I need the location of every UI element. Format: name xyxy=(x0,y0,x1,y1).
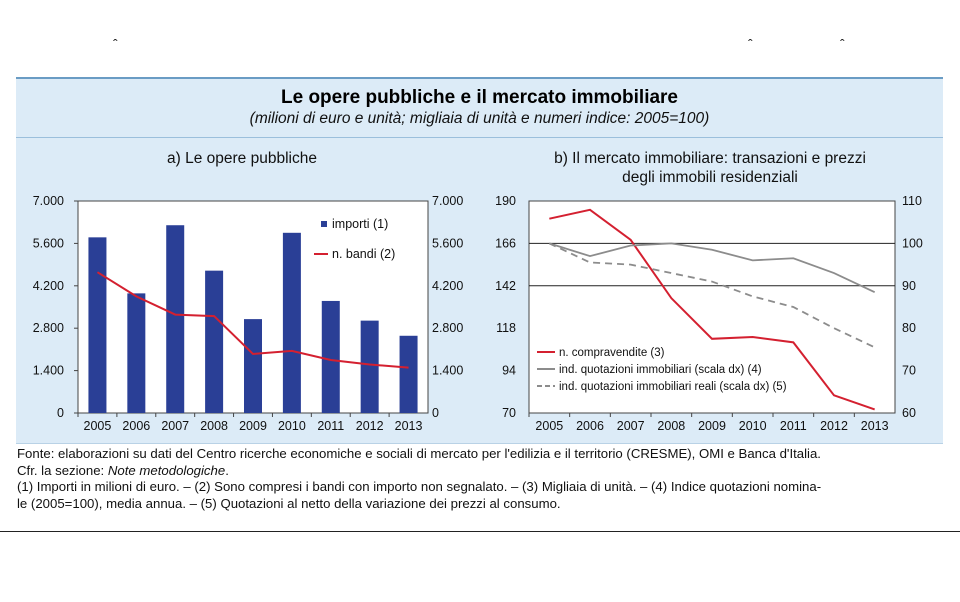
x-tick-label: 2008 xyxy=(200,419,228,433)
legend-label: n. bandi (2) xyxy=(332,247,395,261)
x-tick-label: 2011 xyxy=(317,419,344,433)
y2-tick-label: 5.600 xyxy=(432,236,463,250)
bar-importi xyxy=(360,320,379,413)
source-note: Fonte: elaborazioni su dati del Centro r… xyxy=(17,446,821,461)
y2-tick-label: 4.200 xyxy=(432,279,463,293)
figure-panel: Le opere pubbliche e il mercato immobili… xyxy=(16,77,943,444)
figure-subtitle: (milioni di euro e unità; migliaia di un… xyxy=(249,110,710,127)
x-tick-label: 2009 xyxy=(239,419,267,433)
line-bandi xyxy=(96,271,409,369)
y-tick-label: 0 xyxy=(57,406,64,420)
x-tick-label: 2006 xyxy=(122,419,150,433)
bar-importi xyxy=(205,270,224,413)
chart-a-title: a) Le opere pubbliche xyxy=(167,150,317,167)
x-tick-label: 2007 xyxy=(161,419,189,433)
bar-importi xyxy=(399,335,418,413)
y-tick-label: 7.000 xyxy=(33,194,64,208)
x-tick-label: 2010 xyxy=(278,419,306,433)
bottom-rule xyxy=(0,531,960,532)
reference-note: Cfr. la sezione: Note metodologiche. xyxy=(17,462,229,478)
methodology-link-text: Note metodologiche xyxy=(107,462,226,478)
footnotes: Fonte: elaborazioni su dati del Centro r… xyxy=(17,446,947,512)
title-band: Le opere pubbliche e il mercato immobili… xyxy=(16,79,943,138)
chart-public-works: a) Le opere pubbliche 0 1.400 2.800 4.200 5.… xyxy=(33,150,464,433)
y-tick-label: 2.800 xyxy=(33,321,64,335)
y2-tick-label: 2.800 xyxy=(432,321,463,335)
legend-label: importi (1) xyxy=(332,217,388,231)
x-tick-label: 2005 xyxy=(84,419,112,433)
figure-title: Le opere pubbliche e il mercato immobili… xyxy=(281,87,678,108)
bar-importi xyxy=(88,237,107,413)
y-tick-label: 1.400 xyxy=(33,364,64,378)
y2-tick-label: 1.400 xyxy=(432,364,463,378)
y2-tick-label: 0 xyxy=(432,406,439,420)
x-tick-label: 2013 xyxy=(395,419,423,433)
y-tick-label: 4.200 xyxy=(33,279,64,293)
footnote-line: (1) Importi in milioni di euro. – (2) So… xyxy=(17,479,822,494)
y-tick-label: 5.600 xyxy=(33,236,64,250)
x-tick-label: 2012 xyxy=(356,419,384,433)
bar-importi xyxy=(244,319,262,413)
y2-tick-label: 7.000 xyxy=(432,194,463,208)
bar-importi xyxy=(127,293,146,413)
bar-importi xyxy=(282,232,301,413)
caret-mark: ˆ xyxy=(113,36,118,52)
bar-importi xyxy=(321,300,340,413)
footnote-line: le (2005=100), media annua. – (5) Quotaz… xyxy=(17,495,561,511)
caret-mark: ˆ xyxy=(748,36,753,52)
legend-swatch-bar xyxy=(321,221,327,227)
caret-mark: ˆ xyxy=(840,36,845,52)
bar-importi xyxy=(166,225,185,413)
